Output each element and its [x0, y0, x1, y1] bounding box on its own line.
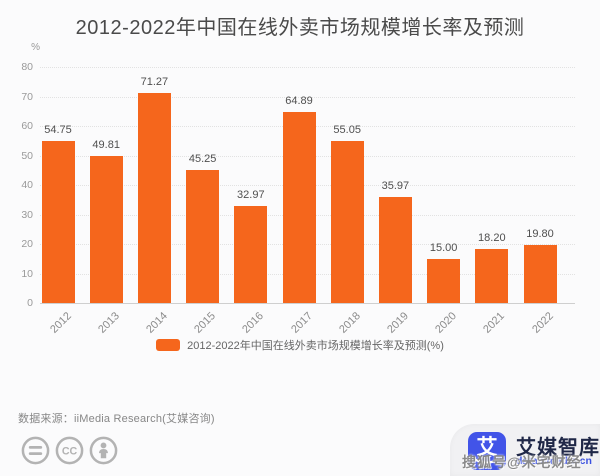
bar-2018	[330, 140, 364, 303]
legend-marker-icon	[156, 339, 181, 351]
bar-2014	[137, 92, 171, 303]
bar-2012	[41, 141, 75, 303]
license-icons: CC	[20, 435, 119, 466]
bar-value-label: 64.89	[285, 94, 313, 107]
bar-2020	[427, 258, 461, 303]
bar-value-label: 71.27	[140, 75, 169, 88]
legend: 2012-2022年中国在线外卖市场规模增长率及预测(%)	[0, 337, 600, 353]
bar-value-label: 15.00	[429, 241, 458, 254]
bar-2016	[234, 205, 268, 303]
legend-label: 2012-2022年中国在线外卖市场规模增长率及预测(%)	[187, 340, 444, 352]
bar-value-label: 45.25	[188, 152, 217, 165]
cc-icon: CC	[55, 436, 84, 465]
y-axis-tick-label: 80	[21, 61, 33, 73]
x-axis-label: 2018	[336, 310, 363, 336]
equals-icon	[21, 436, 50, 465]
logo-swoosh-icon	[473, 457, 501, 464]
gridline	[40, 96, 575, 98]
y-axis-tick-label: 30	[21, 208, 33, 221]
brand-url: data.iimedia.cn	[516, 455, 592, 467]
brand-name: 艾媒智库	[516, 437, 600, 459]
svg-text:CC: CC	[62, 446, 78, 458]
bar-2019	[378, 196, 412, 303]
x-axis-label: 2014	[144, 310, 170, 336]
person-icon	[89, 436, 118, 465]
x-axis-line	[40, 303, 575, 304]
x-axis-label: 2017	[288, 310, 315, 336]
x-axis-label: 2013	[95, 310, 122, 336]
x-axis-label: 2021	[481, 310, 508, 336]
gridline	[40, 67, 575, 68]
y-axis-tick-label: 50	[21, 149, 33, 162]
y-axis-tick-label: 70	[21, 90, 33, 103]
logo-glyph: 艾	[476, 435, 498, 459]
x-axis-label: 2015	[192, 310, 219, 336]
x-axis-label: 2022	[529, 310, 556, 336]
bar-2013	[89, 156, 123, 303]
chart-title: 2012-2022年中国在线外卖市场规模增长率及预测	[75, 17, 525, 39]
y-axis-tick-label: 40	[21, 179, 33, 191]
bar-value-label: 19.80	[526, 227, 554, 240]
iimedia-logo-icon: 艾	[468, 432, 506, 470]
bar-value-label: 18.20	[478, 232, 506, 245]
x-axis-label: 2016	[240, 310, 267, 336]
y-axis-tick-label: 60	[21, 120, 33, 132]
bar-2015	[186, 169, 220, 303]
bar-2022	[523, 244, 557, 303]
bar-value-label: 32.97	[237, 188, 265, 201]
x-axis-label: 2020	[433, 310, 460, 336]
bar-2021	[475, 249, 509, 303]
x-axis-label: 2012	[47, 310, 74, 336]
y-axis-unit: %	[31, 42, 40, 53]
bar-value-label: 35.97	[381, 179, 410, 192]
brand-card: 艾 艾媒智库 data.iimedia.cn	[450, 424, 600, 476]
data-source-label: 数据来源：iiMedia Research(艾媒咨询)	[18, 413, 215, 425]
bar-value-label: 55.05	[333, 123, 361, 136]
watermark: 搜狐号@米宅财经	[462, 454, 582, 470]
bar-value-label: 54.75	[44, 124, 72, 137]
x-axis-label: 2019	[385, 310, 411, 336]
y-axis-tick-label: 10	[21, 267, 33, 280]
bar-value-label: 49.81	[92, 139, 120, 152]
bar-2017	[282, 111, 316, 303]
y-axis-tick-label: 0	[27, 297, 33, 309]
y-axis-tick-label: 20	[21, 238, 33, 250]
